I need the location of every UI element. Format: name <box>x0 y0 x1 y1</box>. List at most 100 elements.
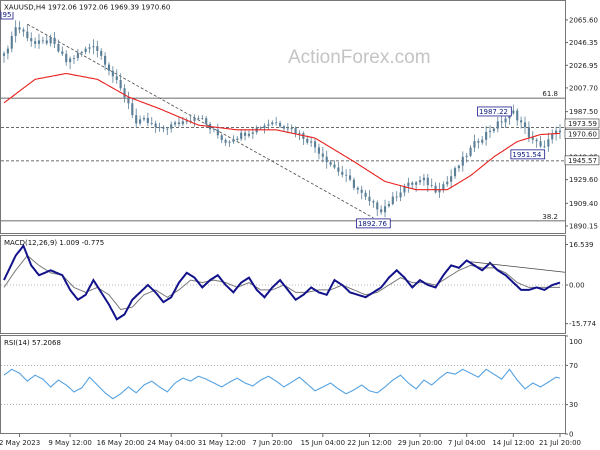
candle-body <box>465 155 468 157</box>
macd-tick-label: -15.774 <box>569 320 597 328</box>
price-tick-label: 2065.60 <box>569 16 598 24</box>
moving-average-line <box>3 72 561 191</box>
x-tick-label: 21 Jul 20:00 <box>539 439 581 447</box>
candle-body <box>488 130 492 132</box>
candle-body <box>107 64 111 71</box>
x-tick-label: 2 May 2023 <box>0 439 40 447</box>
x-tick-label: 14 Jul 12:00 <box>492 439 534 447</box>
candle-body <box>236 138 239 140</box>
candle-body <box>127 97 130 104</box>
candle-body <box>523 122 527 128</box>
price-tick-label: 1909.40 <box>569 200 598 208</box>
candle-body <box>197 117 200 119</box>
candle-body <box>504 118 507 123</box>
rsi-header: RSI(14) 57.2068 <box>4 339 61 347</box>
candle-body <box>212 129 216 131</box>
price-header: XAUUSD,H4 1972.06 1972.06 1969.39 1970.6… <box>4 4 170 12</box>
candle-body <box>224 139 227 143</box>
price-header-bg <box>1 1 201 12</box>
price-tag-label: 1945.57 <box>568 157 597 165</box>
candle-body <box>453 168 457 177</box>
candle-body <box>415 182 418 185</box>
candle-body <box>216 129 219 136</box>
candle-body <box>469 147 472 156</box>
candle-body <box>477 141 480 143</box>
candle-body <box>154 123 157 127</box>
candle-body <box>278 122 282 127</box>
candle-body <box>205 118 208 125</box>
candle-body <box>247 133 251 136</box>
candle-body <box>142 117 146 120</box>
level-label: 61.8 <box>542 90 558 98</box>
candle-body <box>520 120 523 123</box>
candle-body <box>61 51 64 54</box>
candle-body <box>88 47 91 49</box>
candle-body <box>527 127 530 138</box>
candle-body <box>57 44 60 52</box>
macd-tick-label: 0.00 <box>569 282 585 290</box>
macd-signal-line <box>3 254 560 311</box>
candle-body <box>259 127 262 129</box>
candle-body <box>34 41 37 44</box>
candle-body <box>131 103 134 116</box>
macd-header: MACD(12,26,9) 1.009 -0.775 <box>4 239 104 247</box>
candle-body <box>251 132 254 134</box>
candle-body <box>76 53 79 59</box>
rsi-panel-frame <box>0 335 566 434</box>
candle-body <box>442 184 445 190</box>
candle-body <box>53 37 56 45</box>
candle-body <box>45 40 48 44</box>
rsi-tick-label: 30 <box>569 401 578 409</box>
macd-divergence-line <box>470 261 566 273</box>
candle-body <box>516 110 519 121</box>
price-annotation-label: 1951.54 <box>512 151 541 159</box>
candle-body <box>531 137 534 140</box>
candle-body <box>500 121 503 123</box>
candle-body <box>111 70 114 77</box>
candle-body <box>49 37 52 44</box>
macd-main-line <box>3 243 561 321</box>
candle-body <box>512 110 515 114</box>
candle-body <box>473 141 476 148</box>
candle-body <box>345 174 348 176</box>
candle-body <box>551 134 554 140</box>
rsi-tick-label: 100 <box>569 338 582 346</box>
candle-body <box>364 192 367 197</box>
candle-body <box>6 48 9 54</box>
candle-body <box>555 130 558 135</box>
rsi-tick-label: 0 <box>569 431 573 439</box>
candle-body <box>383 206 387 213</box>
candle-body <box>185 121 188 123</box>
candle-body <box>310 141 313 143</box>
candle-body <box>22 29 25 32</box>
x-tick-label: 15 Jun 04:00 <box>301 439 345 447</box>
candle-body <box>535 139 538 142</box>
candle-body <box>10 35 13 49</box>
candle-body <box>313 141 317 148</box>
price-tag-box <box>564 155 600 166</box>
level-label: 38.2 <box>542 213 558 221</box>
candle-body <box>422 177 425 181</box>
candle-body <box>119 80 122 89</box>
candle-body <box>329 162 332 165</box>
candle-body <box>391 196 394 205</box>
candle-body <box>41 40 44 42</box>
candle-body <box>166 128 169 130</box>
candle-body <box>37 40 41 44</box>
candle-body <box>356 187 359 190</box>
candle-body <box>80 51 83 54</box>
price-tick-label: 2007.70 <box>569 84 598 92</box>
candle-body <box>485 131 488 140</box>
candle-body <box>325 156 328 163</box>
candle-body <box>282 126 286 129</box>
candle-body <box>403 186 406 193</box>
candle-body <box>306 138 309 143</box>
price-tag-box <box>564 129 600 139</box>
candle-body <box>69 58 72 63</box>
candle-body <box>267 124 270 126</box>
candle-body <box>360 189 363 193</box>
candle-body <box>430 185 433 186</box>
candle-body <box>317 147 321 154</box>
candle-body <box>461 156 464 166</box>
candle-body <box>135 115 138 124</box>
